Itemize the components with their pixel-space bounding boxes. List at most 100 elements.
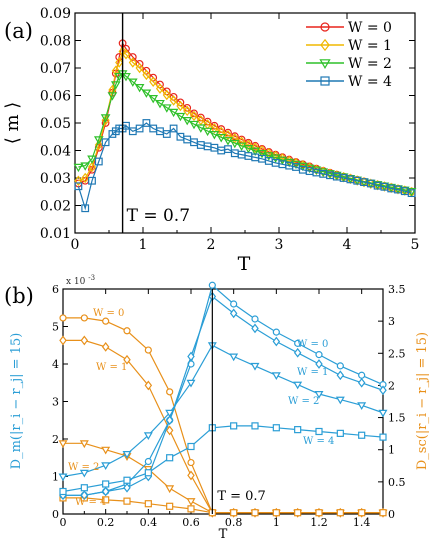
panel-a-point xyxy=(182,117,193,126)
panel-b-left-series-line xyxy=(62,344,384,478)
panel-a-legend-marker xyxy=(320,38,330,52)
panel-a-point xyxy=(94,157,103,166)
panel-a-point xyxy=(236,142,247,151)
panel-a-point xyxy=(195,124,206,133)
panel-a-ytick-label: 0.01 xyxy=(40,226,71,242)
panel-a-point xyxy=(101,138,110,147)
panel-b-ytick-right-label: 0.5 xyxy=(388,476,406,489)
panel-a-point xyxy=(121,48,131,60)
panel-a-point xyxy=(189,120,199,130)
panel-b-ylabel-left-text: D_m(|r_i − r_j| = 15) xyxy=(9,333,24,470)
panel-b-xtick-label: 0.6 xyxy=(182,516,200,529)
panel-a-point xyxy=(169,124,178,133)
panel-a-point xyxy=(270,154,281,163)
panel-a-point xyxy=(142,119,151,127)
panel-b-right-point xyxy=(80,335,89,346)
panel-a-ylabel: ⟨ m ⟩ xyxy=(2,102,23,145)
panel-b-xtick-label: 0 xyxy=(60,516,67,529)
panel-b-left-point xyxy=(187,442,195,451)
panel-b-left-point xyxy=(165,409,175,418)
panel-b-right-point xyxy=(101,341,110,352)
panel-a-point xyxy=(224,145,232,154)
panel-b-right-point xyxy=(144,380,153,391)
panel-b-left-annotation: W = 4 xyxy=(303,436,334,447)
panel-b-left-point xyxy=(101,462,111,471)
panel-b-left-point xyxy=(272,424,280,432)
panel-a-point xyxy=(223,129,233,141)
panel-b-xtick-label: 1 xyxy=(273,516,280,529)
panel-b-right-point xyxy=(272,509,280,517)
panel-b-right-point xyxy=(123,497,131,505)
panel-b-right-point xyxy=(144,500,152,508)
panel-b-left-point xyxy=(58,473,68,482)
panel-b-ytick-left-label: 6 xyxy=(52,283,59,296)
panel-b-left-point xyxy=(357,402,367,411)
panel-b-left-exponent-base: x 10 xyxy=(66,277,86,287)
panel-a-ytick-label: 0.04 xyxy=(40,144,71,160)
panel-b-left-point xyxy=(229,308,238,319)
panel-a-point xyxy=(110,81,121,90)
panel-a-point xyxy=(121,73,131,82)
panel-a-vline-label: T = 0.7 xyxy=(127,206,190,226)
panel-b-right-annotation: W = 0 xyxy=(93,308,124,319)
panel-a-point xyxy=(304,164,315,173)
panel-a-point xyxy=(406,187,417,197)
panel-a-point xyxy=(168,108,179,118)
panel-a-legend-label: W = 1 xyxy=(348,38,392,54)
panel-b-label: (b) xyxy=(4,284,34,308)
panel-b-right-point xyxy=(59,335,67,346)
panel-b-left-series-line xyxy=(63,284,384,496)
panel-a-point xyxy=(81,172,90,184)
panel-a-point xyxy=(87,161,97,173)
panel-a-point xyxy=(257,145,267,156)
panel-b-left-point xyxy=(315,359,323,369)
panel-a-point xyxy=(100,114,111,123)
panel-b-left-point xyxy=(293,347,302,358)
panel-b-ytick-left-label: 4 xyxy=(52,358,59,371)
panel-a-legend-marker xyxy=(320,22,330,32)
panel-b-left-point xyxy=(79,469,89,478)
panel-a-point xyxy=(93,136,104,145)
panel-a-point xyxy=(114,73,125,82)
panel-a-point xyxy=(155,99,165,109)
panel-a-point xyxy=(161,104,172,113)
panel-a-point xyxy=(176,100,185,112)
panel-a-series xyxy=(73,39,417,213)
panel-b-right-point xyxy=(294,509,302,517)
panel-b-left-annotation: W = 0 xyxy=(297,339,328,350)
panel-a-point xyxy=(73,163,84,173)
panel-b-left-point xyxy=(358,371,366,379)
panel-b-left-point xyxy=(80,484,88,492)
panel-b-left-exponent: x 10 -3 xyxy=(66,274,95,287)
panel-b-right-point xyxy=(251,509,259,517)
panel-b-right-annotation: W = 2 xyxy=(68,462,99,473)
panel-b-left-point xyxy=(165,415,174,426)
panel-a-point xyxy=(210,122,219,134)
panel-b-left-point xyxy=(358,431,366,439)
panel-b-left-point xyxy=(294,426,302,434)
panel-b-left-point xyxy=(272,336,281,347)
panel-b-left-point xyxy=(166,454,174,462)
panel-b-left-point xyxy=(357,377,366,388)
panel-b-left-point xyxy=(379,385,387,396)
panel-b-left-series-line xyxy=(63,295,384,496)
panel-a-point xyxy=(318,168,329,177)
panel-a-point xyxy=(202,127,213,137)
panel-b-ytick-left-label: 2 xyxy=(52,433,59,446)
panel-a-legend-label: W = 2 xyxy=(348,56,392,72)
panel-a-legend-label: W = 0 xyxy=(348,20,392,36)
panel-b-left-point xyxy=(144,469,152,477)
panel-b-left-point xyxy=(293,381,303,390)
panel-a-point xyxy=(209,131,220,140)
panel-b-left-point xyxy=(187,351,195,362)
panel-a-ytick-label: 0.09 xyxy=(40,6,71,22)
panel-a-series-line xyxy=(78,50,412,193)
panel-b-right-point xyxy=(166,502,174,510)
panel-b-left-point xyxy=(271,372,281,381)
panel-a-point xyxy=(162,130,171,138)
panel-a-point xyxy=(223,137,233,146)
panel-b-xtick-label: 1.2 xyxy=(310,516,328,529)
panel-a: (a) 0 1 2 3 4 5 0.01 0.02 0.03 0.04 0.05 0.06 0.07 0.… xyxy=(2,6,419,275)
panel-a-xtick-label: 2 xyxy=(207,237,216,253)
panel-b-ylabel-right-text: D_sc(|r_i − r_j| = 15) xyxy=(415,332,430,470)
